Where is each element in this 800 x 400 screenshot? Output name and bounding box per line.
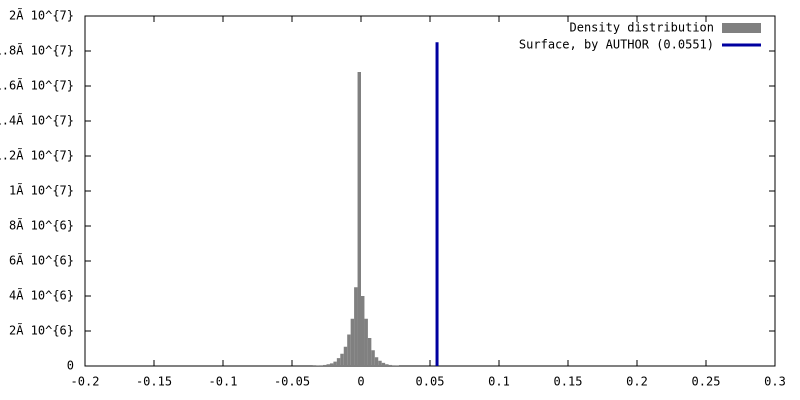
histogram-bar xyxy=(340,353,344,366)
x-tick-label: 0.2 xyxy=(626,375,648,389)
y-tick-label: 1.6Ã 10^{7} xyxy=(0,78,74,93)
histogram-bar xyxy=(357,72,361,366)
y-tick-label: 1.8Ã 10^{7} xyxy=(0,43,74,58)
y-tick-label: 1.2Ã 10^{7} xyxy=(0,148,74,163)
x-tick-label: 0.3 xyxy=(764,375,786,389)
legend-swatch xyxy=(722,23,761,33)
x-tick-label: -0.1 xyxy=(209,375,238,389)
x-tick-label: 0 xyxy=(357,375,364,389)
legend-label: Density distribution xyxy=(570,21,715,35)
histogram-bar xyxy=(381,362,386,366)
x-tick-label: -0.15 xyxy=(136,375,172,389)
histogram-bar xyxy=(385,364,389,366)
histogram-bar xyxy=(392,365,396,366)
x-tick-label: -0.2 xyxy=(71,375,100,389)
legend-label: Surface, by AUTHOR (0.0551) xyxy=(519,38,714,52)
histogram-bar xyxy=(329,363,334,366)
plot-frame xyxy=(84,15,776,367)
y-tick-label: 1.4Ã 10^{7} xyxy=(0,113,74,128)
histogram-bar xyxy=(323,364,327,366)
histogram-bar xyxy=(354,287,358,366)
x-tick-label: -0.05 xyxy=(274,375,310,389)
histogram-bar xyxy=(343,346,348,366)
x-tick-label: 0.15 xyxy=(554,375,583,389)
histogram-bar xyxy=(364,318,368,366)
histogram-bar xyxy=(336,358,341,366)
histogram-bar xyxy=(371,350,375,366)
histogram-bar xyxy=(347,334,351,366)
histogram-bar xyxy=(378,360,382,366)
y-tick-label: 4Ã 10^{6} xyxy=(9,288,74,303)
x-tick-label: 0.05 xyxy=(416,375,445,389)
x-tick-label: 0.1 xyxy=(488,375,510,389)
histogram-bar xyxy=(361,296,365,366)
histogram-bar xyxy=(350,318,355,366)
histogram-bar xyxy=(367,338,372,366)
histogram-bar xyxy=(333,361,337,366)
x-tick-label: 0.25 xyxy=(692,375,721,389)
y-tick-label: 2Ã 10^{7} xyxy=(9,8,74,23)
y-tick-label: 6Ã 10^{6} xyxy=(9,253,74,268)
histogram-bar xyxy=(319,365,324,366)
y-tick-label: 2Ã 10^{6} xyxy=(9,323,74,338)
y-tick-label: 1Ã 10^{7} xyxy=(9,183,74,198)
y-tick-label: 8Ã 10^{6} xyxy=(9,218,74,233)
histogram-bar xyxy=(388,364,393,366)
histogram-bar xyxy=(374,357,379,366)
y-tick-label: 0 xyxy=(67,359,74,373)
histogram-bar xyxy=(326,364,330,366)
